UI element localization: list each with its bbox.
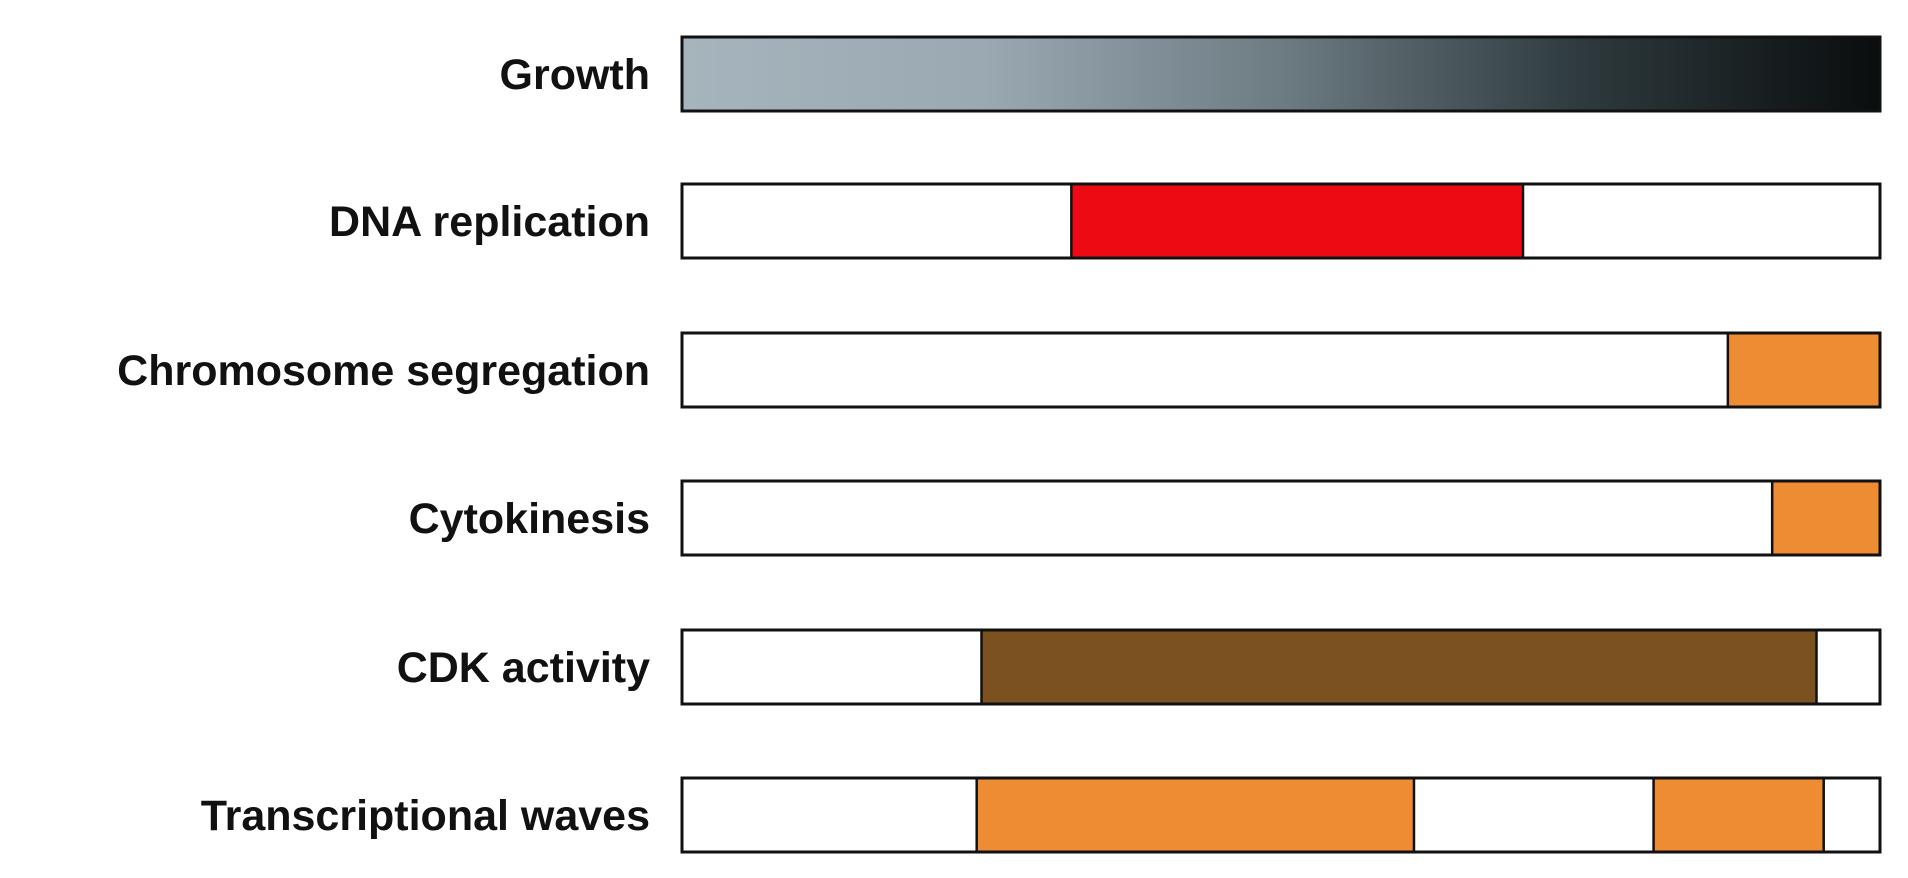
bar-outline-cdk-activity xyxy=(680,628,1882,706)
row-growth: Growth xyxy=(500,35,1882,113)
row-label-cdk-activity: CDK activity xyxy=(397,644,650,692)
bar-outline-transcriptional-waves xyxy=(680,776,1882,854)
row-dna-replication: DNA replication xyxy=(329,182,1882,260)
row-label-transcriptional-waves: Transcriptional waves xyxy=(201,792,650,840)
segment-transcriptional-waves-1 xyxy=(975,776,1416,854)
segment-cytokinesis-1 xyxy=(1770,479,1882,557)
bar-outline-chromosome-segregation xyxy=(680,331,1882,409)
row-label-dna-replication: DNA replication xyxy=(329,198,650,246)
segment-dna-replication-1 xyxy=(1070,182,1525,260)
row-cdk-activity: CDK activity xyxy=(397,628,1882,706)
process-rows: Growth DNA replication Chromosome segregat… xyxy=(117,35,1882,854)
segment-chromosome-segregation-1 xyxy=(1726,331,1882,409)
bar-outline-growth xyxy=(680,35,1882,113)
row-label-chromosome-segregation: Chromosome segregation xyxy=(117,347,650,395)
row-label-cytokinesis: Cytokinesis xyxy=(409,495,650,543)
segment-cdk-activity-1 xyxy=(980,628,1818,706)
row-transcriptional-waves: Transcriptional waves xyxy=(201,776,1882,854)
bar-track-cytokinesis xyxy=(682,481,1880,555)
bar-track-chromosome-segregation xyxy=(682,333,1880,407)
row-cytokinesis: Cytokinesis xyxy=(409,479,1882,557)
bar-outline-cytokinesis xyxy=(680,479,1882,557)
row-chromosome-segregation: Chromosome segregation xyxy=(117,331,1882,409)
row-label-growth: Growth xyxy=(500,51,650,99)
growth-gradient-bar xyxy=(682,37,1880,111)
segment-transcriptional-waves-2 xyxy=(1652,776,1825,854)
bar-outline-dna-replication xyxy=(680,182,1882,260)
